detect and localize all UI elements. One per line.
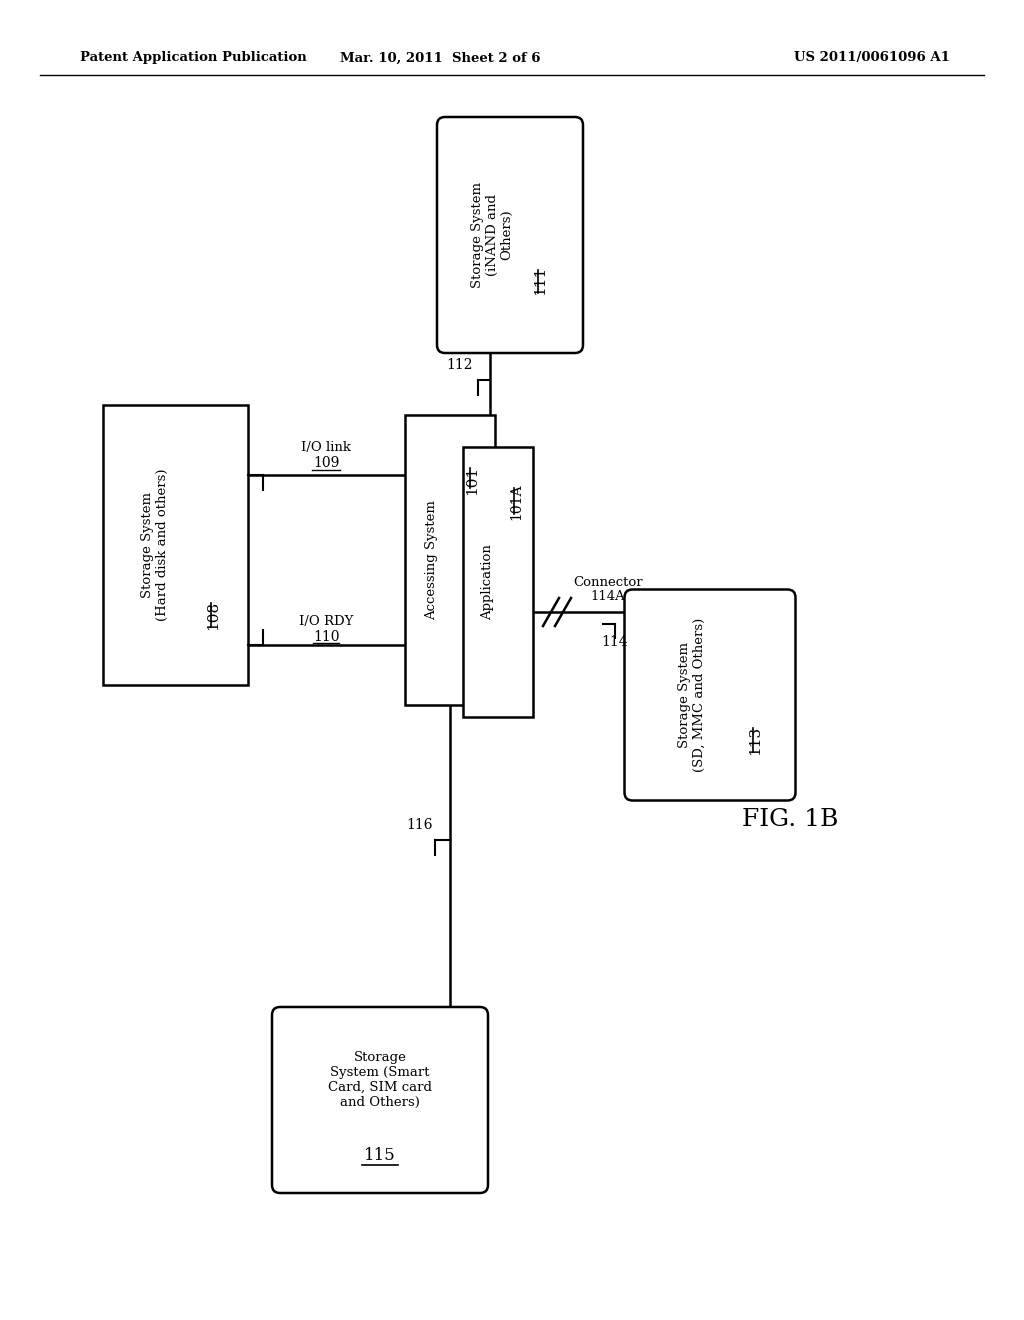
Text: 115: 115	[365, 1147, 396, 1163]
Text: Storage
System (Smart
Card, SIM card
and Others): Storage System (Smart Card, SIM card and…	[328, 1051, 432, 1109]
Text: 101: 101	[465, 466, 479, 495]
Text: 108: 108	[206, 601, 220, 630]
Text: Storage System
(iNAND and
Others): Storage System (iNAND and Others)	[470, 182, 513, 288]
Text: US 2011/0061096 A1: US 2011/0061096 A1	[795, 51, 950, 65]
FancyBboxPatch shape	[437, 117, 583, 352]
Text: Patent Application Publication: Patent Application Publication	[80, 51, 307, 65]
Text: Accessing System: Accessing System	[426, 500, 438, 620]
Text: 114: 114	[601, 635, 628, 649]
Text: 112: 112	[446, 358, 473, 372]
Text: 113: 113	[748, 726, 762, 755]
Text: 114A: 114A	[591, 590, 626, 602]
Text: Application: Application	[481, 544, 495, 620]
Text: 101A: 101A	[509, 483, 523, 520]
Text: 110: 110	[313, 630, 340, 644]
Text: 116: 116	[407, 818, 433, 832]
Text: Storage System
(SD, MMC and Others): Storage System (SD, MMC and Others)	[678, 618, 706, 772]
FancyBboxPatch shape	[625, 590, 796, 800]
Bar	[102, 405, 248, 685]
FancyBboxPatch shape	[272, 1007, 488, 1193]
Bar	[463, 447, 534, 717]
Text: Mar. 10, 2011  Sheet 2 of 6: Mar. 10, 2011 Sheet 2 of 6	[340, 51, 541, 65]
Text: I/O link: I/O link	[301, 441, 351, 454]
Text: Connector: Connector	[573, 576, 643, 589]
Text: 109: 109	[313, 455, 339, 470]
Text: FIG. 1B: FIG. 1B	[741, 808, 839, 832]
Text: Storage System
(Hard disk and others): Storage System (Hard disk and others)	[141, 469, 169, 622]
Text: I/O RDY: I/O RDY	[299, 615, 353, 627]
Text: 111: 111	[534, 265, 547, 294]
Bar	[406, 414, 495, 705]
